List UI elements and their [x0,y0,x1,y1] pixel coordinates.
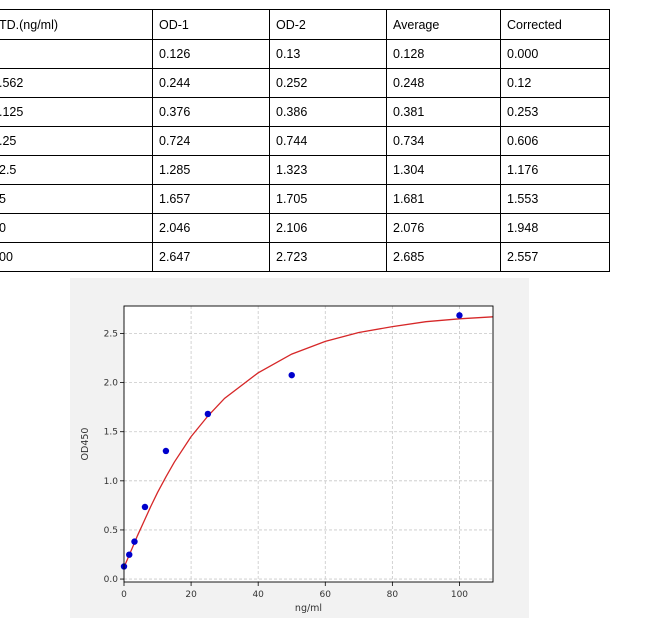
table-cell: 0.724 [152,126,270,156]
table-cell: .562 [0,68,153,98]
table-cell: 2.723 [269,242,387,272]
table-header-cell: TD.(ng/ml) [0,9,153,40]
table-cell: 1.323 [269,155,387,185]
table-cell: .125 [0,97,153,127]
table-cell: 2.106 [269,213,387,243]
x-tick-label: 100 [451,590,468,600]
table-cell: 1.285 [152,155,270,185]
table-header-cell: OD-2 [269,9,387,40]
table-cell: 5 [0,184,153,214]
table-cell [0,39,153,69]
table-cell: 0.252 [269,68,387,98]
table-cell: 1.681 [386,184,501,214]
fit-curve [123,316,494,568]
table-cell: 0.128 [386,39,501,69]
x-tick-label: 60 [320,590,332,600]
table-cell: 0.126 [152,39,270,69]
table-cell: 0.381 [386,97,501,127]
x-tick-label: 40 [252,590,264,600]
table-cell: 0.606 [500,126,610,156]
table-cell: 2.5 [0,155,153,185]
table-row: 00 2.647 2.723 2.685 2.557 [0,242,610,272]
data-point [162,447,170,455]
data-point [141,503,149,511]
table-cell: 0.376 [152,97,270,127]
table-cell: 1.948 [500,213,610,243]
x-axis-label: ng/ml [295,603,322,614]
y-tick-label: 2.5 [104,330,118,340]
table-header-row: TD.(ng/ml) OD-1 OD-2 Average Corrected [0,9,610,40]
table-cell: 0 [0,213,153,243]
data-point [204,410,212,418]
x-tick-label: 80 [387,590,399,600]
table-cell: 0.386 [269,97,387,127]
y-tick-label: 1.5 [104,428,118,438]
data-point [456,312,463,319]
table-cell: 0.734 [386,126,501,156]
plot-frame [123,305,494,583]
table-cell: 2.557 [500,242,610,272]
table-row: 2.5 1.285 1.323 1.304 1.176 [0,155,610,185]
table-cell: 2.685 [386,242,501,272]
y-tick-label: 0.0 [104,575,119,585]
table-cell: 2.046 [152,213,270,243]
y-tick-label: 2.0 [104,379,119,389]
table-cell: 2.076 [386,213,501,243]
y-tick-label: 0.5 [104,526,118,536]
chart-panel: 0 20 40 60 80 100 0.0 0.5 1.0 1.5 2.0 2.5 ng/ml OD450 [70,278,529,618]
table-cell: 0.000 [500,39,610,69]
table-header-cell: Corrected [500,9,610,40]
table-row: 0.126 0.13 0.128 0.000 [0,39,610,69]
y-tick-label: 1.0 [104,477,119,487]
table-cell: 00 [0,242,153,272]
table-header-cell: Average [386,9,501,40]
data-point [131,538,138,545]
table-cell: 2.647 [152,242,270,272]
table-cell: .25 [0,126,153,156]
table-cell: 1.657 [152,184,270,214]
table-body: TD.(ng/ml) OD-1 OD-2 Average Corrected 0.126 0… [0,9,610,272]
data-point [126,551,133,558]
table-cell: 0.244 [152,68,270,98]
standard-curve-table: TD.(ng/ml) OD-1 OD-2 Average Corrected 0.126 0… [0,9,610,272]
table-cell: 0.248 [386,68,501,98]
table-cell: 1.304 [386,155,501,185]
x-tick-label: 0 [121,590,127,600]
table-cell: 1.705 [269,184,387,214]
table-row: .562 0.244 0.252 0.248 0.12 [0,68,610,98]
table-row: .125 0.376 0.386 0.381 0.253 [0,97,610,127]
table-cell: 0.253 [500,97,610,127]
table-cell: 0.744 [269,126,387,156]
x-tick-label: 20 [185,590,197,600]
data-point [288,371,295,379]
table-cell: 1.553 [500,184,610,214]
table-cell: 1.176 [500,155,610,185]
table-header-cell: OD-1 [152,9,270,40]
standard-curve-chart: 0 20 40 60 80 100 0.0 0.5 1.0 1.5 2.0 2.5 ng/ml OD450 [80,305,494,614]
table-row: .25 0.724 0.744 0.734 0.606 [0,126,610,156]
table-cell: 0.13 [269,39,387,69]
y-axis-label: OD450 [80,428,91,461]
table-cell: 0.12 [500,68,610,98]
